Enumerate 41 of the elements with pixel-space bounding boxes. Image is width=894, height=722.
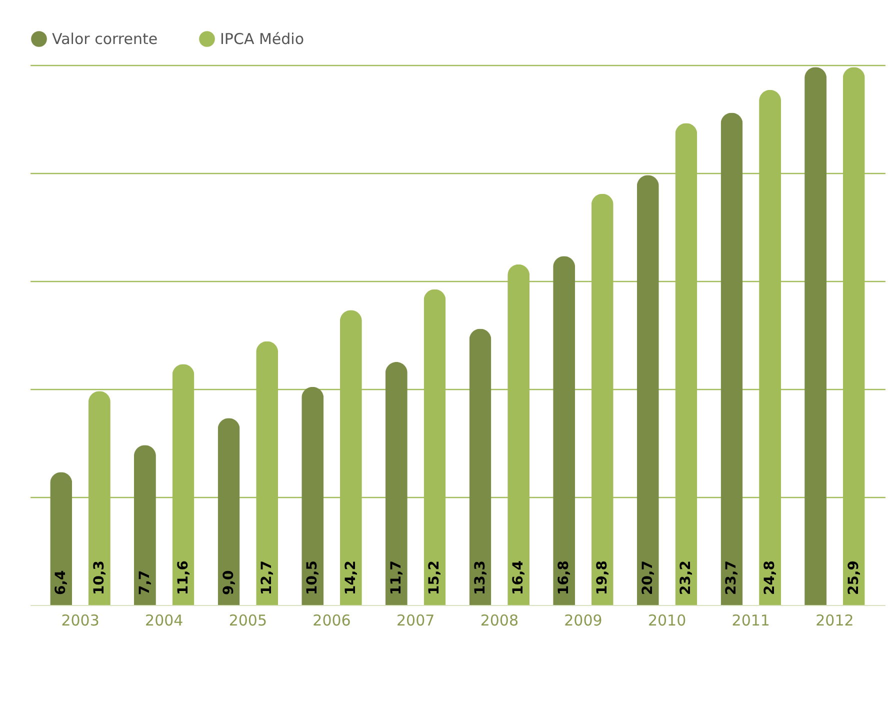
x-tick-label: 2011 [732, 612, 770, 630]
data-label: 11,6 [175, 560, 192, 595]
x-tick-label: 2009 [564, 612, 602, 630]
bar [636, 175, 659, 605]
data-label: 23,2 [678, 560, 694, 595]
x-tick-label: 2006 [312, 612, 351, 630]
bar [218, 418, 240, 605]
data-label: 19,8 [594, 560, 610, 595]
x-tick-label: 2008 [480, 612, 519, 630]
data-label: 20,7 [640, 560, 656, 595]
legend-label: IPCA Médio [220, 30, 304, 48]
data-label: 7,7 [136, 570, 153, 595]
x-tick-label: 2005 [228, 612, 268, 630]
data-label: 16,4 [510, 560, 527, 595]
x-tick-label: 2007 [396, 612, 435, 630]
bar [553, 256, 576, 605]
x-tick-label: 2004 [145, 612, 184, 630]
data-label: 16,8 [556, 560, 572, 595]
x-tick-label: 2012 [816, 612, 854, 630]
x-tick-label: 2003 [61, 612, 100, 630]
bar [134, 445, 156, 605]
data-label: 25,9 [846, 560, 862, 595]
data-label: 12,7 [259, 560, 276, 595]
data-label: 6,4 [53, 570, 70, 595]
data-label: 14,2 [342, 560, 359, 595]
bar [385, 362, 408, 605]
bar [804, 67, 827, 605]
bar [50, 472, 72, 605]
data-label: 9,0 [220, 570, 237, 595]
bar [720, 112, 743, 605]
data-label: 11,7 [388, 560, 404, 595]
data-label: 13,3 [472, 560, 488, 595]
data-label: 10,3 [91, 560, 108, 595]
bar [469, 328, 492, 605]
data-label: 23,7 [724, 560, 740, 595]
data-label: 15,2 [426, 560, 443, 595]
data-label: 24,8 [762, 560, 778, 595]
data-label: 10,5 [304, 560, 321, 595]
bar [302, 386, 324, 605]
x-tick-label: 2010 [648, 612, 686, 630]
legend-label: Valor corrente [52, 30, 158, 48]
